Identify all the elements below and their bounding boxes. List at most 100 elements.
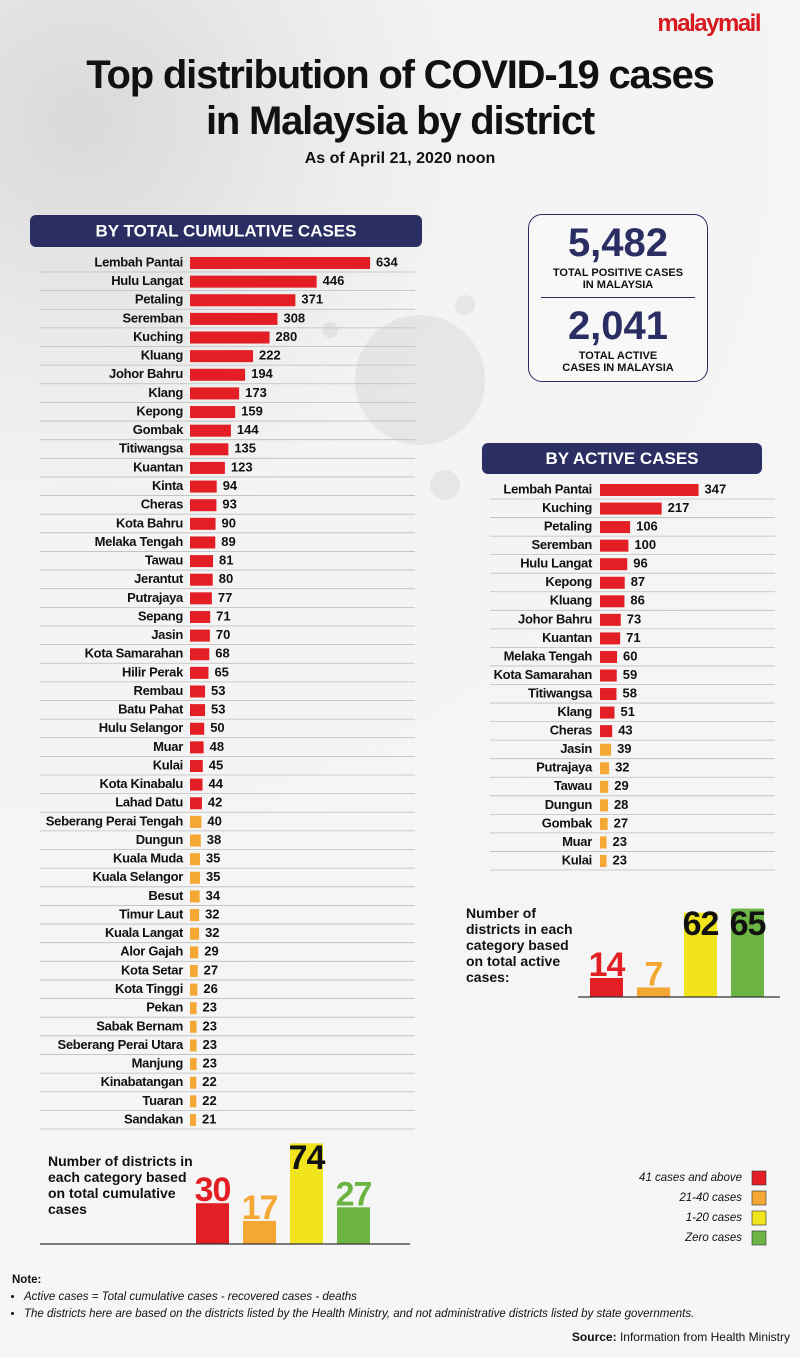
legend-label: 1-20 cases — [686, 1212, 743, 1224]
bar — [600, 502, 662, 515]
section-title: BY TOTAL CUMULATIVE CASES — [95, 221, 356, 240]
value-label: 60 — [623, 648, 637, 663]
value-label: 29 — [204, 944, 218, 959]
bar — [190, 443, 229, 456]
brand-logo: malaymail — [657, 10, 761, 37]
stat: 5,482 TOTAL POSITIVE CASES IN MALAYSIA — [529, 215, 707, 297]
bar — [190, 778, 203, 791]
value-label: 27 — [204, 962, 218, 977]
page-subtitle: As of April 21, 2020 noon — [304, 150, 496, 167]
bar — [600, 780, 609, 793]
bar — [190, 517, 216, 530]
category-label: Lahad Datu — [115, 795, 183, 810]
category-label: Hulu Langat — [111, 273, 184, 288]
page-title: Top distribution of COVID-19 cases in Ma… — [86, 53, 715, 143]
value-label: 48 — [210, 739, 224, 754]
value-label: 73 — [627, 611, 641, 626]
note: Active cases = Total cumulative cases - … — [24, 1289, 792, 1306]
category-label: Sabak Bernam — [96, 1018, 183, 1033]
category-label: Kepong — [136, 403, 183, 418]
category-label: Petaling — [544, 519, 593, 534]
bar — [190, 1020, 197, 1033]
bar — [190, 797, 202, 810]
stat-value: 2,041 — [567, 304, 669, 348]
value-label: 90 — [222, 515, 236, 530]
value-label: 40 — [207, 813, 221, 828]
bar — [600, 817, 608, 830]
category-label: Tawau — [554, 778, 592, 793]
value-label: 22 — [202, 1093, 216, 1108]
chart-title: Number of districts in each category bas… — [466, 905, 573, 985]
category-label: Klang — [557, 704, 592, 719]
category-label: Putrajaya — [127, 590, 184, 605]
value-label: 347 — [705, 481, 727, 496]
category-label: Seberang Perai Tengah — [46, 813, 184, 828]
category-label: Kota Samarahan — [494, 667, 593, 682]
bar — [190, 257, 371, 269]
value-label: 217 — [668, 500, 690, 515]
bar — [190, 480, 217, 493]
category-label: Seremban — [532, 537, 593, 552]
value-label: 81 — [219, 553, 233, 568]
value-label: 87 — [631, 574, 645, 589]
category-label: Kota Samarahan — [85, 646, 184, 661]
category-label: Muar — [153, 739, 183, 754]
category-label: Hulu Selangor — [99, 720, 183, 735]
category-label: Klang — [148, 385, 183, 400]
category-label: Titiwangsa — [528, 685, 593, 700]
value-label: 32 — [205, 906, 219, 921]
bar — [190, 312, 278, 325]
value-label: 23 — [203, 1056, 217, 1071]
bar — [600, 688, 617, 701]
category-label: Alor Gajah — [120, 944, 183, 959]
bar — [590, 977, 623, 997]
value-label: 86 — [630, 593, 644, 608]
category-label: Kuching — [133, 329, 183, 344]
source: Source: Information from Health Ministry — [572, 1330, 790, 1344]
legend-label: 21-40 cases — [678, 1192, 742, 1204]
value-label: 89 — [221, 534, 235, 549]
virus-decoration — [322, 295, 485, 500]
value-label: 62 — [683, 905, 719, 943]
value-label: 59 — [623, 667, 637, 682]
category-label: Titiwangsa — [119, 441, 184, 456]
value-label: 35 — [206, 851, 220, 866]
bar — [190, 666, 209, 679]
bar — [196, 1203, 229, 1244]
notes: Note: Active cases = Total cumulative ca… — [12, 1272, 792, 1323]
stat-value: 5,482 — [567, 221, 669, 265]
category-label: Kepong — [545, 574, 592, 589]
bar — [190, 853, 200, 866]
bar — [684, 912, 717, 997]
bar — [600, 613, 621, 626]
bar — [190, 294, 296, 307]
bar — [190, 909, 200, 922]
category-label: Pekan — [146, 1000, 183, 1015]
value-label: 371 — [301, 292, 323, 307]
category-label: Kuantan — [542, 630, 592, 645]
value-label: 71 — [626, 630, 640, 645]
value-label: 222 — [259, 348, 281, 363]
value-label: 94 — [223, 478, 238, 493]
category-label: Sandakan — [124, 1111, 183, 1126]
bar — [190, 1113, 196, 1126]
bar — [243, 1220, 276, 1244]
value-label: 634 — [376, 254, 398, 269]
category-label: Kulai — [153, 757, 183, 772]
value-label: 68 — [215, 646, 229, 661]
bar — [190, 387, 240, 400]
category-label: Muar — [562, 834, 592, 849]
bar — [600, 595, 625, 608]
value-label: 32 — [615, 760, 629, 775]
bar — [190, 499, 217, 512]
bar — [190, 368, 246, 381]
bar — [190, 964, 198, 977]
bar — [337, 1207, 370, 1244]
value-label: 43 — [618, 723, 632, 738]
bar — [190, 424, 231, 437]
bar — [190, 685, 206, 698]
bar — [731, 908, 764, 997]
bar — [290, 1143, 323, 1244]
value-label: 71 — [216, 608, 230, 623]
